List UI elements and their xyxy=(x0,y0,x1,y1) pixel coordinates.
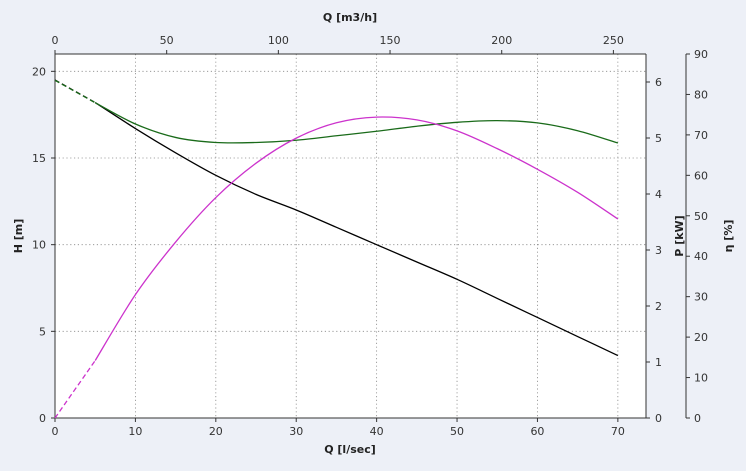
y-efficiency-tick-label: 0 xyxy=(694,412,701,425)
y-efficiency-tick-label: 50 xyxy=(694,210,708,223)
x-top-tick-label: 0 xyxy=(52,34,59,47)
y-left-axis-title: H [m] xyxy=(12,219,25,254)
y-power-tick-label: 5 xyxy=(655,132,662,145)
efficiency-curve-extrapolated xyxy=(54,360,96,419)
y-efficiency-tick-label: 10 xyxy=(694,372,708,385)
y-power-tick-label: 0 xyxy=(655,412,662,425)
y-power-tick-label: 3 xyxy=(655,244,662,257)
efficiency-curve xyxy=(94,116,619,361)
x-bottom-tick-label: 30 xyxy=(289,425,303,438)
y-power-tick-label: 6 xyxy=(655,76,662,89)
y-efficiency-tick-label: 60 xyxy=(694,169,708,182)
y-left-tick-label: 20 xyxy=(32,65,46,78)
x-top-tick-label: 250 xyxy=(603,34,624,47)
x-bottom-tick-label: 40 xyxy=(370,425,384,438)
axes xyxy=(51,50,690,422)
y-efficiency-tick-label: 90 xyxy=(694,48,708,61)
y-efficiency-tick-label: 80 xyxy=(694,88,708,101)
x-bottom-axis-title: Q [l/sec] xyxy=(324,443,376,456)
x-bottom-tick-label: 0 xyxy=(52,425,59,438)
y-left-tick-label: 15 xyxy=(32,152,46,165)
x-bottom-tick-label: 70 xyxy=(611,425,625,438)
x-top-tick-label: 100 xyxy=(268,34,289,47)
plot-area xyxy=(55,54,646,418)
y-left-tick-label: 10 xyxy=(32,239,46,252)
y-left-tick-label: 5 xyxy=(39,325,46,338)
y-power-tick-label: 1 xyxy=(655,356,662,369)
power-curve xyxy=(94,102,619,144)
x-bottom-tick-label: 60 xyxy=(530,425,544,438)
y-efficiency-tick-label: 40 xyxy=(694,250,708,263)
y-efficiency-tick-label: 70 xyxy=(694,129,708,142)
x-top-tick-label: 150 xyxy=(380,34,401,47)
series-lines xyxy=(54,79,619,419)
y-efficiency-tick-label: 20 xyxy=(694,331,708,344)
y-efficiency-axis-title: η [%] xyxy=(722,220,735,253)
tick-labels: 0 10 20 30 40 50 60 700 50 100 150 200 2500510152001… xyxy=(32,34,708,438)
y-power-tick-label: 2 xyxy=(655,300,662,313)
x-bottom-tick-label: 50 xyxy=(450,425,464,438)
x-top-axis-title: Q [m3/h] xyxy=(323,11,377,24)
x-bottom-tick-label: 20 xyxy=(209,425,223,438)
y-efficiency-tick-label: 30 xyxy=(694,291,708,304)
x-bottom-tick-label: 10 xyxy=(128,425,142,438)
y-power-axis-title: P [kW] xyxy=(673,215,686,256)
x-top-tick-label: 200 xyxy=(491,34,512,47)
power-curve-extrapolated xyxy=(54,79,96,104)
x-top-tick-label: 50 xyxy=(160,34,174,47)
head-curve xyxy=(94,101,619,357)
y-left-tick-label: 0 xyxy=(39,412,46,425)
y-power-tick-label: 4 xyxy=(655,188,662,201)
